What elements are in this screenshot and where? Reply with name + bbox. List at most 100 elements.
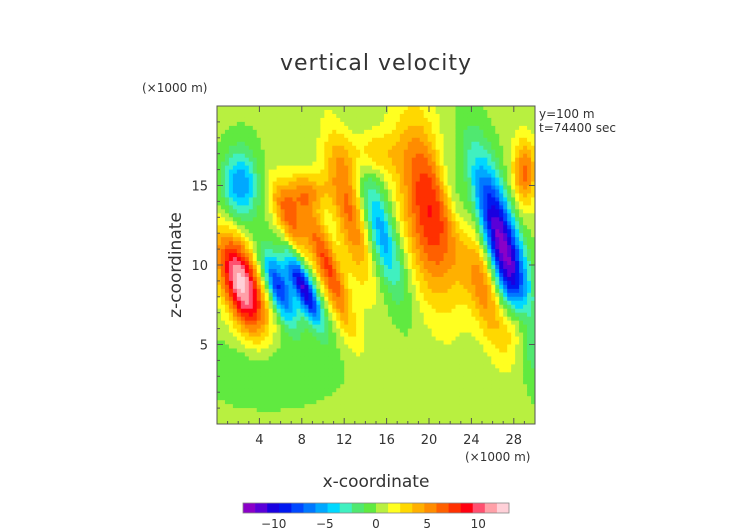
heatmap-cell bbox=[332, 300, 337, 306]
heatmap-cell bbox=[511, 296, 516, 302]
heatmap-cell bbox=[372, 233, 377, 238]
heatmap-cell bbox=[228, 332, 234, 337]
heatmap-cell bbox=[300, 300, 305, 306]
heatmap-cell bbox=[356, 245, 361, 250]
heatmap-cell bbox=[224, 332, 230, 337]
heatmap-cell bbox=[356, 125, 361, 131]
heatmap-cell bbox=[336, 169, 341, 174]
heatmap-cell bbox=[483, 284, 488, 290]
heatmap-cell bbox=[403, 173, 409, 178]
heatmap-cell bbox=[260, 312, 266, 318]
heatmap-cell bbox=[419, 268, 425, 274]
heatmap-cell bbox=[256, 324, 262, 330]
heatmap-cell bbox=[503, 336, 508, 341]
heatmap-cell bbox=[236, 169, 242, 174]
heatmap-cell bbox=[224, 149, 230, 155]
heatmap-cell bbox=[372, 145, 377, 151]
heatmap-cell bbox=[328, 193, 333, 198]
heatmap-cell bbox=[495, 241, 500, 246]
heatmap-cell bbox=[372, 221, 377, 226]
heatmap-cell bbox=[300, 225, 305, 230]
heatmap-cell bbox=[268, 189, 274, 194]
heatmap-cell bbox=[483, 304, 488, 310]
heatmap-cell bbox=[507, 284, 512, 290]
heatmap-cell bbox=[228, 344, 234, 349]
heatmap-cell bbox=[248, 300, 254, 306]
heatmap-cell bbox=[507, 149, 512, 155]
heatmap-cell bbox=[368, 253, 373, 258]
heatmap-cell bbox=[364, 125, 369, 131]
heatmap-cell bbox=[268, 324, 274, 330]
heatmap-cell bbox=[292, 272, 297, 278]
heatmap-cell bbox=[419, 261, 425, 266]
heatmap-cell bbox=[379, 181, 385, 186]
heatmap-cell bbox=[268, 233, 274, 238]
heatmap-cell bbox=[356, 201, 361, 206]
heatmap-cell bbox=[475, 113, 480, 119]
heatmap-cell bbox=[292, 161, 297, 167]
heatmap-cell bbox=[252, 332, 258, 337]
heatmap-cell bbox=[439, 113, 444, 119]
heatmap-cell bbox=[523, 276, 528, 282]
heatmap-cell bbox=[515, 197, 520, 202]
heatmap-cell bbox=[411, 348, 417, 353]
heatmap-cell bbox=[523, 237, 528, 242]
heatmap-cell bbox=[340, 241, 345, 246]
heatmap-cell bbox=[344, 169, 349, 174]
heatmap-cell bbox=[316, 141, 321, 147]
heatmap-cell bbox=[217, 145, 222, 151]
heatmap-cell bbox=[364, 304, 369, 310]
heatmap-cell bbox=[455, 348, 460, 353]
heatmap-cell bbox=[372, 328, 377, 333]
heatmap-cell bbox=[459, 296, 464, 302]
heatmap-cell bbox=[379, 336, 385, 341]
heatmap-cell bbox=[511, 312, 516, 318]
heatmap-cell bbox=[332, 106, 337, 111]
heatmap-cell bbox=[328, 292, 333, 298]
heatmap-cell bbox=[471, 265, 476, 270]
heatmap-cell bbox=[467, 280, 472, 286]
heatmap-cell bbox=[423, 193, 429, 198]
heatmap-cell bbox=[515, 137, 520, 143]
heatmap-cell bbox=[352, 332, 357, 337]
heatmap-cell bbox=[240, 106, 246, 111]
heatmap-cell bbox=[527, 280, 532, 286]
heatmap-cell bbox=[423, 213, 429, 218]
heatmap-cell bbox=[435, 193, 441, 198]
heatmap-cell bbox=[288, 229, 293, 234]
heatmap-cell bbox=[515, 332, 520, 337]
heatmap-cell bbox=[316, 332, 321, 337]
heatmap-cell bbox=[236, 213, 242, 218]
heatmap-cell bbox=[320, 109, 325, 115]
heatmap-cell bbox=[443, 257, 448, 262]
heatmap-cell bbox=[467, 181, 472, 186]
heatmap-cell bbox=[379, 300, 385, 306]
heatmap-cell bbox=[236, 145, 242, 151]
heatmap-cell bbox=[395, 308, 401, 314]
heatmap-cell bbox=[252, 272, 258, 278]
heatmap-cell bbox=[435, 300, 441, 306]
heatmap-cell bbox=[515, 193, 520, 198]
heatmap-cell bbox=[475, 169, 480, 174]
heatmap-cell bbox=[280, 137, 285, 143]
heatmap-cell bbox=[292, 261, 297, 266]
heatmap-cell bbox=[248, 209, 254, 214]
heatmap-cell bbox=[316, 308, 321, 314]
heatmap-cell bbox=[328, 261, 333, 266]
heatmap-cell bbox=[324, 209, 329, 214]
heatmap-cell bbox=[511, 292, 516, 298]
heatmap-cell bbox=[463, 141, 468, 147]
heatmap-cell bbox=[427, 137, 433, 143]
heatmap-cell bbox=[316, 205, 321, 210]
heatmap-cell bbox=[431, 165, 437, 171]
heatmap-cell bbox=[507, 157, 512, 163]
heatmap-cell bbox=[352, 129, 357, 135]
heatmap-cell bbox=[483, 157, 488, 163]
heatmap-cell bbox=[260, 280, 266, 286]
heatmap-cell bbox=[364, 153, 369, 159]
heatmap-cell bbox=[483, 161, 488, 167]
heatmap-cell bbox=[471, 253, 476, 258]
heatmap-cell bbox=[372, 209, 377, 214]
heatmap-cell bbox=[491, 332, 496, 337]
heatmap-cell bbox=[336, 161, 341, 167]
